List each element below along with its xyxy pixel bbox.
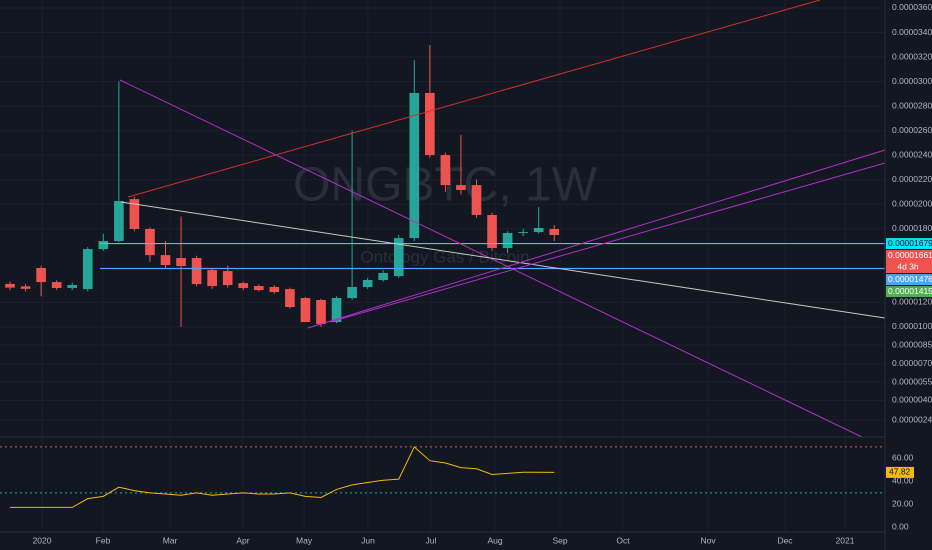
candle-body <box>425 92 435 156</box>
candle-body <box>487 215 497 248</box>
x-tick-label: Nov <box>700 535 716 545</box>
price-label-box <box>886 250 932 274</box>
x-tick-label: 2021 <box>836 535 855 545</box>
candle-body <box>176 258 186 267</box>
candle-body <box>393 238 404 277</box>
trendline <box>127 0 821 198</box>
candle-body <box>362 280 373 287</box>
candle-body <box>347 286 357 299</box>
x-tick-label: Aug <box>487 535 502 545</box>
candle-body <box>20 286 31 289</box>
candle-body <box>440 155 451 186</box>
candle-body <box>238 283 249 288</box>
x-tick-label: 2020 <box>33 535 52 545</box>
grid <box>0 446 885 494</box>
watermark-description: Ontology Gas / Bitcoin <box>360 247 529 266</box>
countdown: 4d 3h <box>897 261 919 271</box>
candle-body <box>549 228 560 235</box>
candle-body <box>300 298 311 323</box>
candle-body <box>269 286 280 293</box>
candle-body <box>222 271 233 286</box>
rsi-tick-label: 60.00 <box>892 453 914 463</box>
rsi-tick-label: 40.00 <box>892 476 914 486</box>
x-tick-label: Jul <box>426 535 437 545</box>
candle-body <box>82 249 93 290</box>
x-tick-label: Dec <box>777 535 793 545</box>
x-tick-label: Jun <box>361 535 375 545</box>
candle-body <box>518 232 528 234</box>
x-tick-label: Sep <box>552 535 567 545</box>
candle-body <box>114 201 124 242</box>
candle-body <box>456 185 466 190</box>
candle-body <box>98 241 109 250</box>
rsi-value-box <box>886 466 914 478</box>
candle-body <box>471 185 482 216</box>
price-label-box <box>886 274 932 286</box>
candle-body <box>253 286 264 291</box>
price-label: 0.00001476 <box>888 274 932 284</box>
candle-body <box>129 199 140 229</box>
x-tick-label: Feb <box>96 535 111 545</box>
rsi-tick-label: 20.00 <box>892 499 914 509</box>
x-tick-label: Apr <box>236 535 249 545</box>
drawings <box>119 0 886 438</box>
x-tick-label: May <box>296 535 313 545</box>
rsi-line <box>9 446 555 508</box>
candle-body <box>331 298 342 323</box>
candle-body <box>5 283 15 288</box>
x-tick-label: Mar <box>163 535 178 545</box>
candle-body <box>191 258 202 285</box>
y-tick-label: 0.00000240 <box>892 414 932 424</box>
price-label: 0.00001661 <box>888 250 932 260</box>
candle-body <box>316 300 326 325</box>
candle-body <box>51 282 62 288</box>
price-label-box <box>886 238 932 250</box>
x-tick-label: Oct <box>616 535 630 545</box>
candle-body <box>145 228 155 256</box>
candle-body <box>160 255 171 266</box>
candle-body <box>378 273 389 281</box>
rsi-value-label: 47.82 <box>889 467 911 477</box>
candle-body <box>207 270 217 287</box>
candle-body <box>67 285 78 288</box>
candle-body <box>409 92 420 239</box>
price-label: 0.00001415 <box>888 286 932 296</box>
price-label: 0.00001679 <box>888 238 932 248</box>
candle-body <box>36 267 46 283</box>
candle-body <box>533 228 544 233</box>
candles <box>5 45 885 508</box>
trendline <box>307 149 886 329</box>
candle-body <box>502 233 513 248</box>
price-label-box <box>886 286 932 298</box>
trendline <box>120 201 886 319</box>
trendline <box>329 162 886 323</box>
rsi-tick-label: 0.00 <box>892 522 909 532</box>
candle-body <box>285 289 295 307</box>
